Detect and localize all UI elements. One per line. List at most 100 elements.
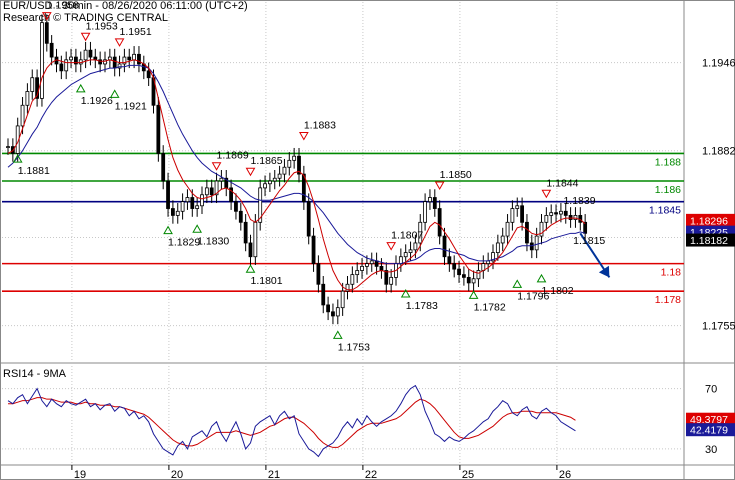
swing-high-label: 1.1869 xyxy=(217,150,249,162)
swing-low-marker xyxy=(12,154,23,163)
swing-low-label: 1.1802 xyxy=(542,285,574,297)
candle-body xyxy=(505,221,510,237)
swing-low-label: 1.1783 xyxy=(406,300,438,312)
rsi-tag-label: 42.4179 xyxy=(690,425,728,437)
candle-body xyxy=(374,260,379,267)
candle-body xyxy=(355,270,360,276)
candle-body xyxy=(287,159,292,168)
price-tag xyxy=(686,213,735,227)
candle-body xyxy=(238,210,243,223)
candle-body xyxy=(112,56,117,69)
time-tick-label: 19 xyxy=(74,469,86,480)
swing-high-label: 1.1850 xyxy=(440,169,472,181)
candle-body xyxy=(525,221,529,244)
candle-body xyxy=(340,290,345,309)
candle-body xyxy=(117,63,122,69)
swing-high-label: 1.1865 xyxy=(251,155,283,167)
swing-low-marker xyxy=(75,83,86,93)
candle-body xyxy=(316,263,321,285)
price-tick-label: 1.1755 xyxy=(702,321,735,333)
candle-body xyxy=(185,197,190,203)
candle-body xyxy=(277,173,282,179)
candle-body xyxy=(331,311,335,317)
candle-body xyxy=(83,49,88,61)
candle-body xyxy=(461,274,466,278)
candle-body xyxy=(515,205,520,209)
candle-body xyxy=(74,56,78,65)
candle-body xyxy=(103,59,107,65)
candle-body xyxy=(253,221,258,258)
time-tick-label: 20 xyxy=(171,469,183,480)
swing-low-label: 1.1926 xyxy=(81,95,113,107)
candle-body xyxy=(190,197,195,209)
moving-average-slow xyxy=(7,64,586,265)
candle-body xyxy=(258,187,263,223)
candle-body xyxy=(200,194,204,207)
candle-body xyxy=(495,242,500,253)
candle-body xyxy=(292,155,297,161)
swing-high-marker xyxy=(245,167,256,177)
candle-body xyxy=(539,221,544,237)
candle-body xyxy=(301,173,306,203)
candle-body xyxy=(195,205,200,209)
candle-body xyxy=(44,22,49,44)
time-tick-label: 21 xyxy=(268,469,280,480)
swing-high-label: 1.1844 xyxy=(546,177,578,189)
candle-body xyxy=(447,256,452,265)
candle-body xyxy=(88,49,93,58)
swing-low-marker xyxy=(468,290,479,299)
price-tag-label: 1.18182 xyxy=(690,235,728,247)
candle-body xyxy=(98,59,103,65)
swing-high-label: 1.1953 xyxy=(86,20,118,32)
swing-high-marker xyxy=(41,12,52,21)
candle-body xyxy=(573,215,578,220)
rsi-tick-label: 30 xyxy=(705,444,717,456)
moving-average-fast xyxy=(7,59,586,291)
candle-body xyxy=(64,59,69,72)
candle-body xyxy=(379,265,384,271)
rsi-tick-label: 70 xyxy=(705,384,717,396)
candle-body xyxy=(170,208,175,216)
candle-body xyxy=(248,242,253,258)
swing-low-label: 1.1753 xyxy=(338,341,370,353)
candle-body xyxy=(408,249,413,254)
time-tick-label: 26 xyxy=(559,469,571,480)
swing-high-label: 1.1807 xyxy=(391,230,423,242)
candle-body xyxy=(35,77,39,99)
candle-body xyxy=(369,260,374,265)
candle-body xyxy=(471,278,476,284)
candle-body xyxy=(214,180,219,196)
candle-body xyxy=(384,270,389,285)
candle-body xyxy=(554,212,558,215)
candle-body xyxy=(413,242,418,251)
candle-body xyxy=(563,210,568,216)
candle-body xyxy=(534,235,539,251)
rsi-panel-title: RSI14 - 9MA xyxy=(3,368,66,380)
candle-body xyxy=(432,197,437,209)
candle-body xyxy=(20,104,25,127)
level-annotation: 1.1815 xyxy=(573,235,605,247)
candle-body xyxy=(69,56,73,61)
candle-body xyxy=(137,53,141,65)
time-tick-label: 22 xyxy=(365,469,377,480)
swing-high-marker xyxy=(386,242,397,251)
candle-body xyxy=(297,155,301,175)
candle-body xyxy=(491,252,495,262)
candle-body xyxy=(204,187,209,196)
swing-low-label: 1.1801 xyxy=(251,275,283,287)
swing-low-label: 1.1782 xyxy=(474,301,506,313)
candle-body xyxy=(418,221,423,244)
candle-body xyxy=(306,201,311,237)
candle-body xyxy=(229,187,234,203)
candle-body xyxy=(59,63,64,72)
swing-low-marker xyxy=(245,264,256,273)
swing-low-marker xyxy=(332,330,343,339)
candle-body xyxy=(263,183,267,189)
candle-body xyxy=(335,307,340,317)
candle-body xyxy=(510,208,515,223)
candle-body xyxy=(568,215,573,220)
candle-body xyxy=(457,268,461,276)
swing-low-label: 1.1881 xyxy=(18,165,50,177)
candle-body xyxy=(476,270,481,280)
level-label: 1.178 xyxy=(655,294,681,306)
